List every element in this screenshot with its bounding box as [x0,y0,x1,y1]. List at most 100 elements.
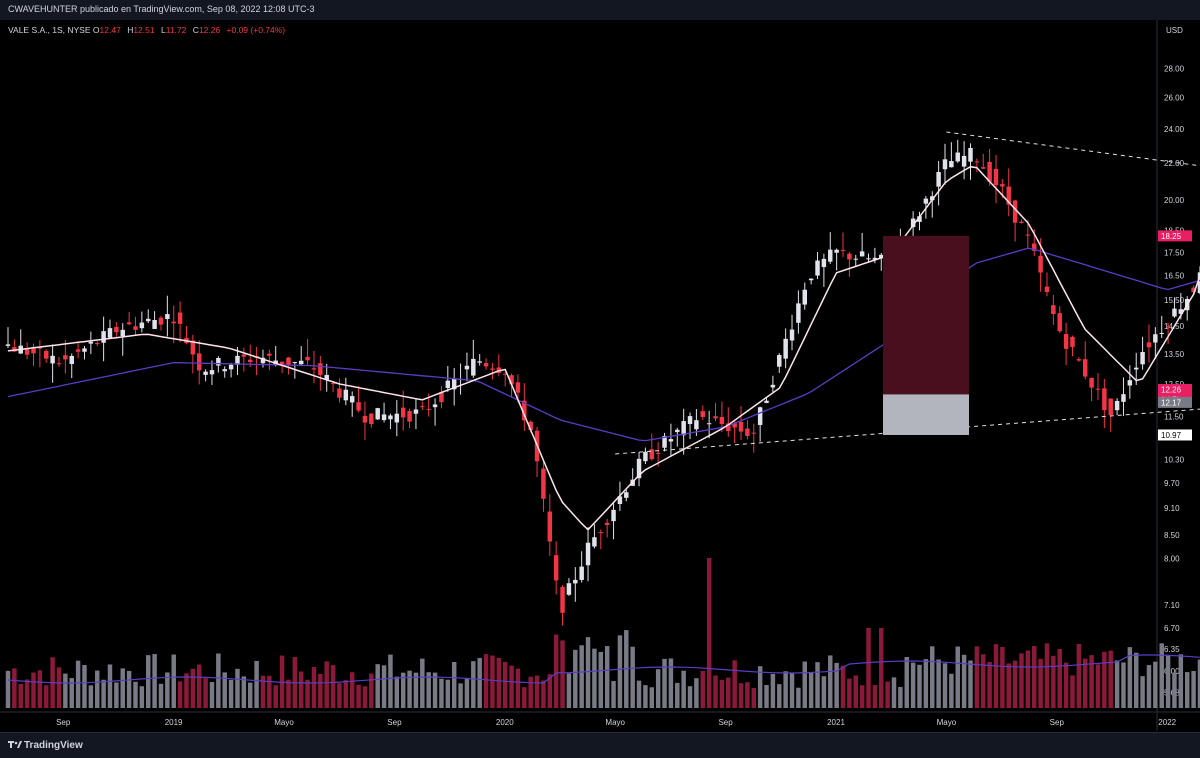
candle-body [260,357,266,364]
volume-bar [247,682,253,708]
volume-bar [222,672,227,708]
volume-bar [974,646,980,708]
candle-body [719,416,725,424]
volume-bar [592,648,597,708]
candle-body [1178,309,1184,314]
volume-bar [31,672,36,708]
time-tick-label: 2021 [827,718,845,727]
candle-body [993,168,999,186]
candle-body [834,249,839,253]
candle-body [483,363,489,367]
volume-bar [636,680,642,708]
last-price-badge: 12.26 [1161,385,1182,394]
time-tick-label: 2019 [165,718,183,727]
candle-body [349,396,355,403]
candle-body [400,407,406,418]
volume-bar [388,654,393,708]
candle-body [56,363,62,365]
candle-body [152,320,157,329]
candle-body [426,408,431,410]
volume-bar [439,678,444,708]
candle-body [515,382,521,393]
volume-bar [643,685,648,708]
volume-bar [330,665,336,708]
time-tick-label: Mayo [937,718,957,727]
candle-body [566,583,572,595]
volume-bar [528,676,533,708]
volume-bar [598,651,604,708]
fast-moving-average-line [7,165,1200,531]
volume-bar [190,668,196,708]
candle-body [1102,388,1107,411]
volume-bar [611,680,616,708]
candle-body [413,409,419,414]
candle-body [1038,255,1043,273]
candle-body [853,258,858,260]
candle-body [509,375,514,385]
volume-bar [298,671,304,708]
candle-body [528,421,533,431]
candle-body [974,161,980,163]
open-value: 12.47 [99,25,121,35]
candle-body [305,356,310,361]
candle-body [394,413,400,423]
candle-body [522,400,527,421]
candle-body [88,341,94,344]
candle-body [1063,334,1069,349]
volume-bar [617,635,623,708]
price-tick-label: 6.35 [1164,645,1180,654]
volume-bar [451,661,457,708]
price-tick-label: 7.10 [1164,601,1180,610]
candle-body [859,251,865,257]
volume-bar [394,676,400,708]
volume-bar [209,682,215,708]
symbol-legend: VALE S.A., 1S, NYSE O12.47 H12.51 L11.72… [8,25,289,35]
lower-trendline [615,408,1200,455]
volume-bar [477,657,482,708]
candle-body [158,317,164,325]
candle-body [789,329,795,341]
volume-bar [1019,653,1024,708]
candle-body [228,364,234,370]
volume-bar [184,673,189,708]
volume-bar [904,656,909,708]
candle-body [655,452,661,454]
price-tick-label: 28.00 [1164,64,1185,73]
time-tick-label: 2022 [1158,718,1176,727]
chart-area[interactable]: 28.0026.0024.0022.0020.0018.5017.5016.50… [0,20,1200,731]
candle-body [82,348,87,352]
time-tick-label: Mayo [605,718,625,727]
volume-bar [88,685,94,708]
volume-bar [1191,670,1196,708]
close-value: 12.26 [198,25,221,35]
volume-bar [713,675,718,708]
price-tick-label: 22.00 [1164,159,1185,168]
candle-body [1057,313,1062,332]
candle-body [1146,342,1152,348]
volume-bar [171,654,176,708]
volume-bar [738,683,744,708]
high-label: H [127,25,134,35]
candle-body [1082,359,1088,377]
candle-body [279,361,285,365]
candle-body [1006,186,1011,205]
candle-body [324,374,329,381]
candle-body [942,159,948,170]
time-tick-label: Sep [56,718,71,727]
low-value: 11.72 [165,25,187,35]
candle-body [636,458,642,479]
volume-bar [566,673,572,708]
candle-body [738,421,744,432]
volume-average-line [7,654,1200,684]
candle-body [356,402,361,411]
candle-body [1121,394,1126,402]
price-chart[interactable]: 28.0026.0024.0022.0020.0018.5017.5016.50… [0,20,1200,731]
candle-body [1140,352,1145,365]
candle-body [917,216,922,222]
volume-bar [286,679,291,708]
volume-bar [1172,672,1177,708]
volume-bar [44,685,49,708]
volume-bar [981,654,986,708]
volume-bar [1165,654,1171,708]
candle-body [949,161,954,168]
